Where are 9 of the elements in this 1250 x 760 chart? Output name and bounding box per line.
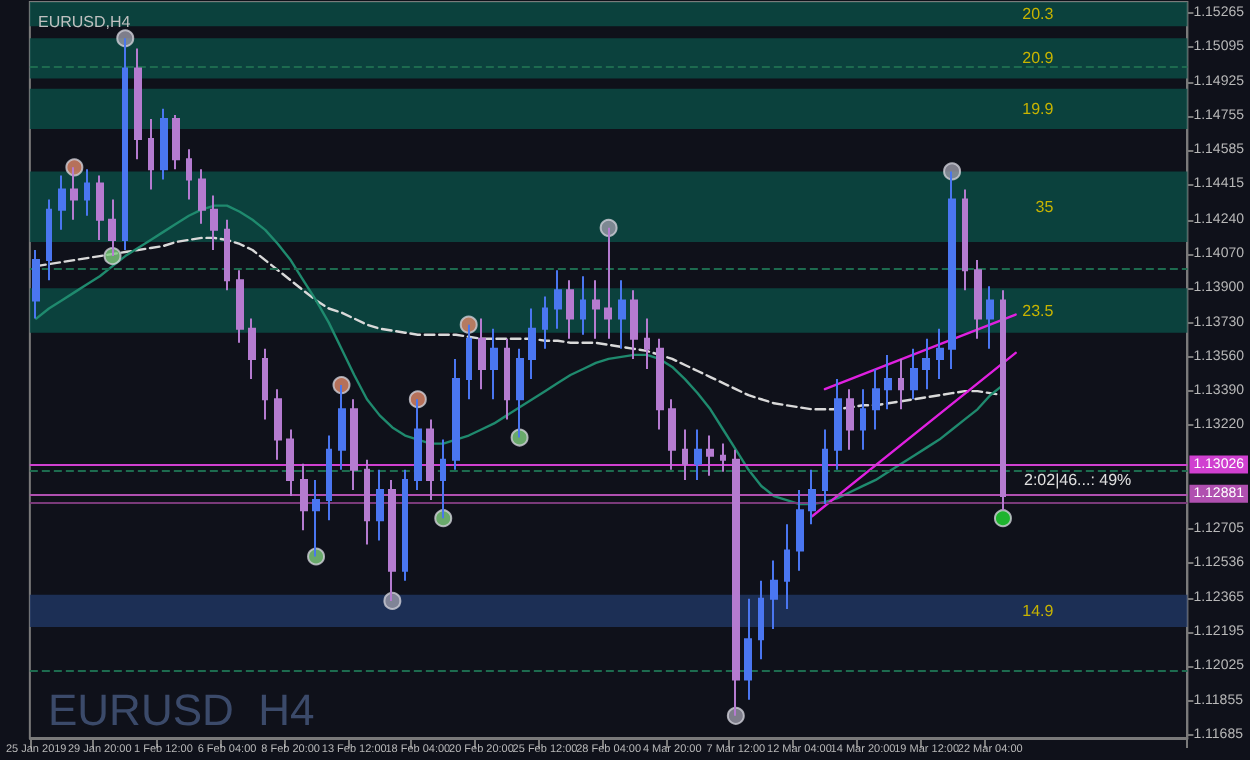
band-label: 20.9 xyxy=(1022,49,1055,68)
text: EURUSD,H4 xyxy=(38,13,132,31)
band-label: 23.5 xyxy=(1022,301,1055,320)
band-label: 20.3 xyxy=(1022,5,1055,24)
annotation: 2:02|46...: 49% xyxy=(1024,471,1132,489)
band-label: 19.9 xyxy=(1022,99,1055,118)
annotation: EURUSD H4 xyxy=(48,685,315,735)
band-label: 14.9 xyxy=(1022,601,1055,620)
band-label: 35 xyxy=(1035,197,1055,216)
